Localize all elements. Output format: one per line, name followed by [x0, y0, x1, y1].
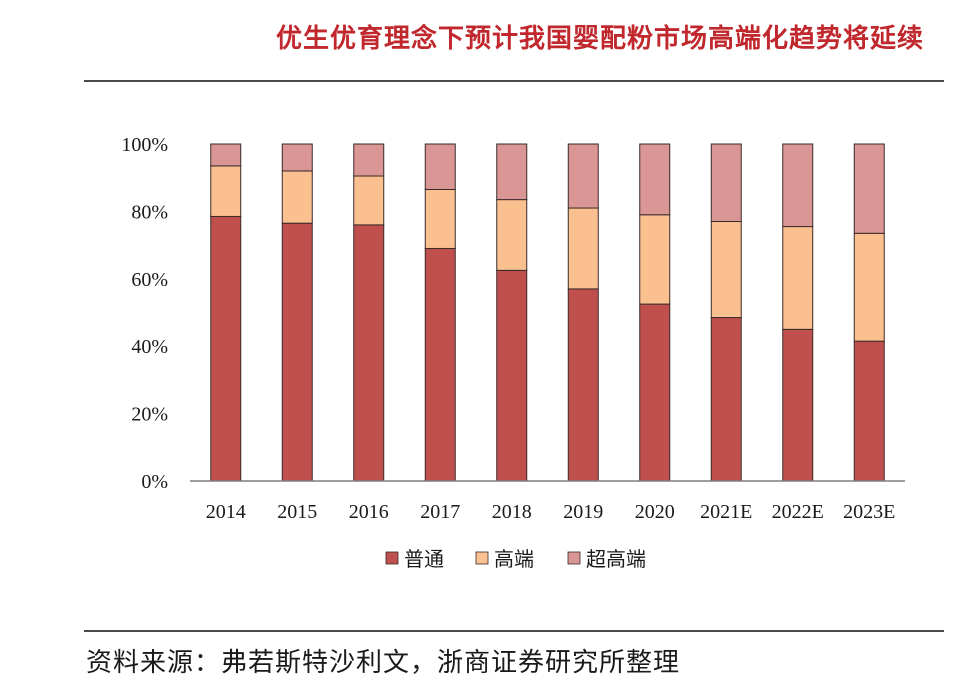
bar-segment-3: [281, 143, 313, 172]
bars-group: [210, 143, 885, 482]
x-tick-label: 2017: [420, 501, 460, 523]
bar-segment-3: [567, 143, 599, 209]
bar-segment-3: [210, 143, 242, 167]
bar-segment-1: [210, 215, 242, 482]
bar-segment-1: [782, 328, 814, 482]
bar-segment-2: [281, 170, 313, 224]
bottom-divider: [84, 630, 944, 632]
legend: 普通 高端 超高端: [385, 547, 646, 571]
x-tick-label: 2021E: [700, 501, 752, 523]
bar-segment-1: [710, 317, 742, 482]
bar-segment-2: [710, 221, 742, 319]
y-tick-label: 20%: [131, 404, 168, 426]
legend-swatch: [385, 551, 399, 565]
chart-title: 优生优育理念下预计我国婴配粉市场高端化趋势将延续: [275, 24, 924, 54]
bar-segment-2: [424, 188, 456, 249]
bar-segment-2: [853, 232, 885, 342]
legend-label: 普通: [404, 547, 444, 571]
bar-segment-3: [710, 143, 742, 223]
x-tick-label: 2016: [349, 501, 389, 523]
x-tick-label: 2020: [635, 501, 675, 523]
bar-segment-2: [567, 207, 599, 290]
legend-label: 高端: [494, 547, 534, 571]
bar-segment-1: [281, 222, 313, 482]
x-tick-label: 2022E: [772, 501, 824, 523]
x-tick-label: 2018: [492, 501, 532, 523]
stacked-bar-chart: 0%20%40%60%80%100% 2014 2015 2016 2017 2018 2…: [121, 134, 905, 571]
bar-segment-3: [496, 143, 528, 201]
x-tick-label: 2014: [206, 501, 246, 523]
legend-swatch: [475, 551, 489, 565]
bar-segment-1: [567, 288, 599, 482]
source-note: 资料来源：弗若斯特沙利文，浙商证券研究所整理: [86, 648, 681, 678]
bar-segment-3: [424, 143, 456, 190]
bar-segment-2: [210, 165, 242, 217]
x-tick-label: 2019: [563, 501, 603, 523]
bar-segment-3: [782, 143, 814, 228]
legend-label: 超高端: [586, 547, 646, 571]
bar-segment-3: [853, 143, 885, 234]
bar-segment-2: [496, 199, 528, 271]
bar-segment-2: [782, 226, 814, 330]
bar-segment-1: [424, 247, 456, 482]
y-tick-label: 40%: [131, 336, 168, 358]
legend-swatch: [567, 551, 581, 565]
x-tick-label: 2015: [277, 501, 317, 523]
bar-segment-2: [639, 214, 671, 305]
top-divider: [84, 80, 944, 82]
y-tick-label: 100%: [121, 134, 168, 156]
y-axis: 0% 20% 40% 60% 80% 100%: [121, 134, 168, 493]
bar-segment-1: [496, 269, 528, 482]
y-tick-label: 60%: [131, 269, 168, 291]
bar-segment-3: [353, 143, 385, 177]
y-tick-label: 0%: [141, 471, 168, 493]
bar-segment-1: [853, 340, 885, 482]
x-tick-label: 2023E: [843, 501, 895, 523]
y-tick-label: 80%: [131, 201, 168, 223]
bar-segment-1: [353, 224, 385, 482]
x-axis: 2014 2015 2016 2017 2018 2019 2020 2021E 2022E 20…: [190, 480, 905, 523]
bar-segment-3: [639, 143, 671, 216]
bar-segment-1: [639, 303, 671, 482]
bar-segment-2: [353, 175, 385, 226]
